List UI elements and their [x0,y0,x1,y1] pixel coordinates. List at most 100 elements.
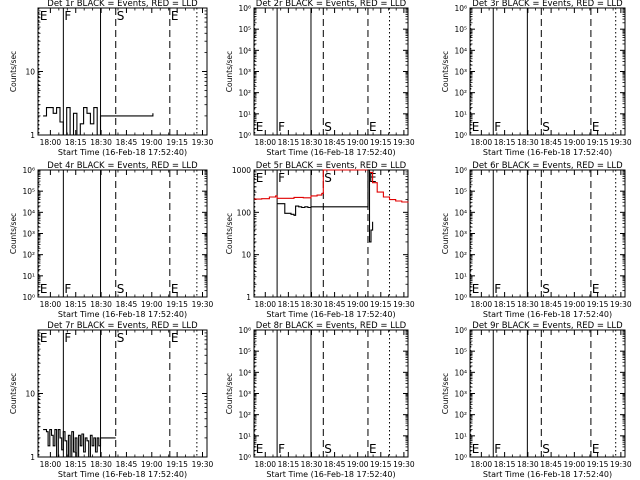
panel-det-8r: Det 8r BLACK = Events, RED = LLD 10⁰ 10¹ 10… [225,321,415,479]
y-tick-label: 10⁶ [454,326,467,335]
x-tick-label: 19:15 [587,300,609,309]
panel-title: Det 9r BLACK = Events, RED = LLD [472,321,623,331]
y-tick-label: 10⁵ [22,187,35,196]
panel-det-9r: Det 9r BLACK = Events, RED = LLD 10⁰ 10¹ 10… [441,321,632,479]
x-tick-label: 19:30 [393,138,415,147]
y-tick-label: 10² [238,89,251,98]
y-tick-label: 10⁵ [238,347,251,356]
x-tick-label: 18:45 [540,460,562,469]
y-tick-label: 10¹ [454,110,467,119]
y-tick-label: 10¹ [238,110,251,119]
x-axis-label: Start Time (16-Feb-18 17:52:40) [483,310,612,319]
panel-det-1r: Det 1r BLACK = Events, RED = LLD 1 10 Count… [9,0,214,157]
x-tick-label: 18:30 [517,138,539,147]
x-tick-label: 19:30 [192,300,214,309]
series-events-line [43,429,116,458]
x-tick-label: 19:30 [610,300,632,309]
y-tick-label: 10⁰ [22,293,35,302]
y-tick-label: 10⁶ [454,166,467,175]
y-tick-label: 1 [246,293,251,302]
event-marker-label: E [256,120,264,134]
event-marker-label: E [171,331,179,345]
x-axis-label: Start Time (16-Feb-18 17:52:40) [58,470,187,479]
panel-title: Det 8r BLACK = Events, RED = LLD [256,321,407,331]
event-marker-label: S [117,331,125,345]
x-tick-label: 18:15 [494,138,516,147]
panel-title: Det 6r BLACK = Events, RED = LLD [472,161,623,171]
panel-title: Det 1r BLACK = Events, RED = LLD [47,0,198,9]
series-events-line [277,169,374,243]
event-marker-label: S [324,120,332,134]
x-tick-label: 19:00 [141,138,163,147]
x-tick-label: 19:30 [610,138,632,147]
x-axis-label: Start Time (16-Feb-18 17:52:40) [58,310,187,319]
x-tick-label: 19:15 [370,460,392,469]
y-axis-label: Counts/sec [225,213,234,254]
x-tick-label: 19:30 [610,460,632,469]
x-tick-label: 18:45 [540,138,562,147]
x-tick-label: 18:15 [494,300,516,309]
y-tick-label: 1 [30,453,35,462]
y-tick-label: 10 [25,68,35,77]
series-events-line [43,107,154,136]
event-marker-label: E [256,442,264,456]
x-tick-label: 18:30 [90,138,112,147]
x-tick-label: 19:30 [192,138,214,147]
x-tick-label: 18:45 [324,460,346,469]
y-tick-label: 10² [454,89,467,98]
x-tick-label: 18:00 [254,300,276,309]
event-marker-label: E [40,9,48,23]
event-marker-label: S [117,282,125,296]
panel-title: Det 2r BLACK = Events, RED = LLD [256,0,407,9]
y-tick-label: 10¹ [454,272,467,281]
y-tick-label: 10⁰ [238,453,251,462]
x-axis-label: Start Time (16-Feb-18 17:52:40) [483,148,612,157]
event-marker-label: S [542,120,550,134]
x-tick-label: 18:00 [471,460,493,469]
event-marker-label: E [472,282,480,296]
y-tick-label: 10² [238,411,251,420]
y-tick-label: 10³ [22,230,35,239]
event-marker-label: S [542,282,550,296]
x-tick-label: 19:00 [347,138,369,147]
y-tick-label: 10³ [238,68,251,77]
x-tick-label: 19:30 [393,300,415,309]
y-axis-label: Counts/sec [9,373,18,414]
x-axis-label: Start Time (16-Feb-18 17:52:40) [483,470,612,479]
x-tick-label: 19:15 [166,138,188,147]
x-tick-label: 18:00 [40,460,62,469]
y-tick-label: 10⁰ [238,131,251,140]
x-tick-label: 18:45 [116,460,138,469]
y-tick-label: 10⁶ [238,4,251,13]
panel-det-4r: Det 4r BLACK = Events, RED = LLD 10⁰ 10¹ 10… [9,161,214,319]
x-tick-label: 18:30 [517,300,539,309]
x-tick-label: 19:00 [564,460,586,469]
panel-det-6r: Det 6r BLACK = Events, RED = LLD 10⁰ 10¹ 10… [441,161,632,319]
x-tick-label: 18:00 [254,138,276,147]
event-marker-label: F [278,120,285,134]
event-marker-label: F [494,120,501,134]
event-marker-label: E [40,331,48,345]
x-tick-label: 18:45 [116,300,138,309]
y-tick-label: 10¹ [22,272,35,281]
y-axis-label: Counts/sec [441,213,450,254]
y-tick-label: 10³ [454,68,467,77]
x-tick-label: 19:30 [393,460,415,469]
event-marker-label: E [592,120,600,134]
x-tick-label: 19:15 [166,300,188,309]
y-tick-label: 10⁴ [454,46,467,55]
event-marker-label: E [369,120,377,134]
event-marker-label: E [256,171,264,185]
x-tick-label: 18:15 [65,460,87,469]
x-tick-label: 19:15 [370,138,392,147]
y-axis-label: Counts/sec [225,51,234,92]
event-marker-label: E [472,120,480,134]
x-axis-label: Start Time (16-Feb-18 17:52:40) [266,310,395,319]
x-tick-label: 18:00 [254,460,276,469]
y-tick-label: 10⁰ [454,131,467,140]
x-tick-label: 18:30 [301,460,323,469]
y-tick-label: 10⁶ [22,166,35,175]
x-tick-label: 18:45 [116,138,138,147]
y-tick-label: 10⁰ [454,453,467,462]
